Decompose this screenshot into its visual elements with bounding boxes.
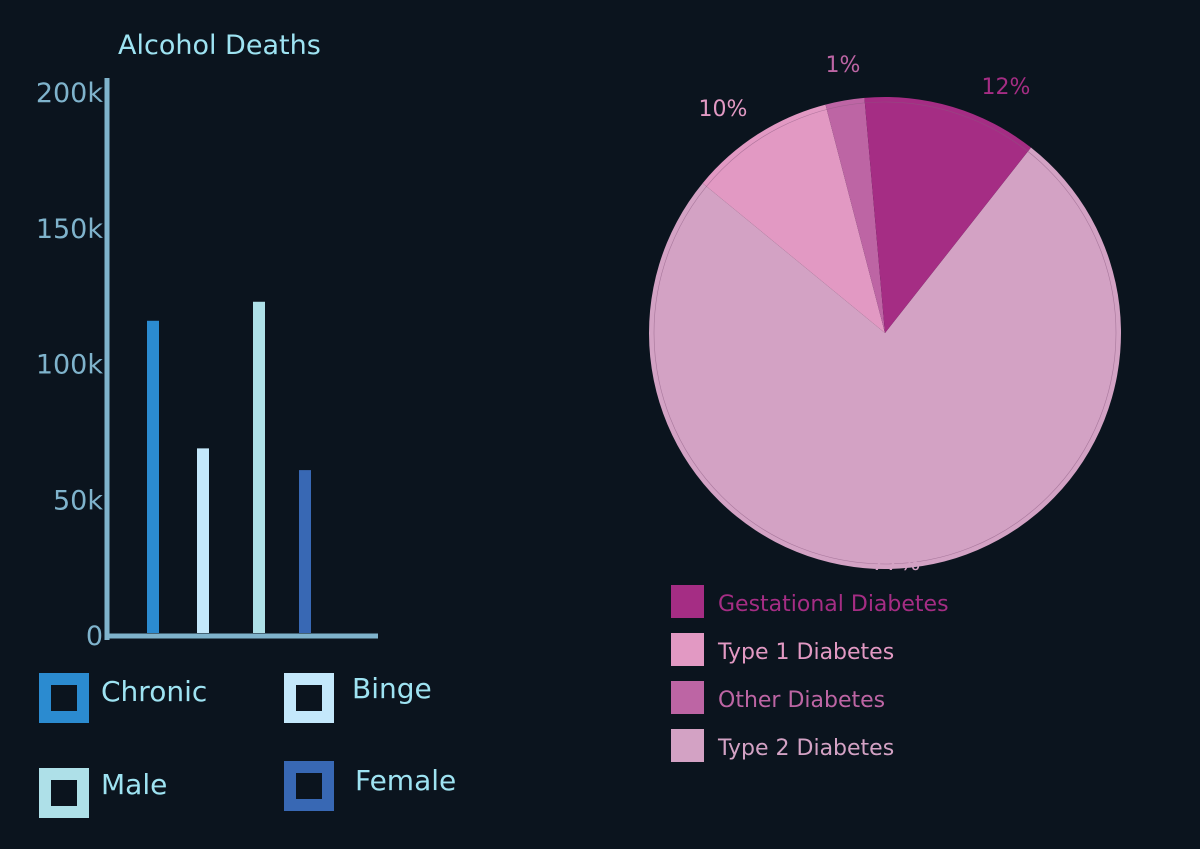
- pie-slice-gestational-diabetes: [864, 97, 1031, 333]
- legend-swatch: [39, 673, 89, 723]
- pie-percent-label: 77%: [872, 551, 921, 576]
- pie-percent-label: 10%: [699, 97, 748, 122]
- pie-slice-type-1-diabetes: [702, 104, 885, 333]
- bar-axes: [104, 78, 378, 640]
- bar-legend: Chronic Binge Male Female: [39, 672, 456, 818]
- legend-swatch: [671, 585, 704, 618]
- pie-percent-label: 12%: [982, 75, 1031, 100]
- pie-legend-item[interactable]: Other Diabetes: [671, 681, 885, 714]
- bars: [147, 301, 311, 633]
- legend-label: Male: [101, 768, 167, 801]
- legend-label: Type 1 Diabetes: [717, 640, 894, 665]
- pie-slice-other-diabetes: [825, 97, 885, 334]
- y-tick-label: 50k: [53, 485, 103, 516]
- pie-legend-item[interactable]: Gestational Diabetes: [671, 585, 949, 618]
- legend-swatch: [671, 729, 704, 762]
- legend-swatch: [671, 633, 704, 666]
- pie-inner-ring: [653, 101, 1117, 565]
- legend-label: Gestational Diabetes: [718, 592, 949, 617]
- pie-percent-label: 1%: [826, 53, 861, 78]
- bar-female: [299, 470, 311, 633]
- pie: [648, 97, 1121, 570]
- pie-slice-type-2-diabetes: [648, 147, 1121, 570]
- legend-label: Chronic: [101, 675, 207, 708]
- legend-item-male[interactable]: Male: [39, 768, 167, 818]
- y-tick-label: 0: [86, 621, 103, 652]
- legend-swatch: [671, 681, 704, 714]
- legend-label: Type 2 Diabetes: [717, 736, 894, 761]
- legend-item-binge[interactable]: Binge: [284, 672, 432, 723]
- legend-swatch: [39, 768, 89, 818]
- legend-swatch: [284, 761, 334, 811]
- bar-chronic: [147, 320, 159, 633]
- pie-labels: 77% 10% 1% 12%: [699, 53, 1031, 576]
- y-tick-label: 200k: [36, 78, 104, 109]
- y-tick-label: 150k: [36, 214, 104, 245]
- pie-legend-item[interactable]: Type 2 Diabetes: [671, 729, 894, 762]
- legend-label: Binge: [352, 672, 432, 705]
- legend-item-female[interactable]: Female: [284, 761, 456, 811]
- pie-legend-item[interactable]: Type 1 Diabetes: [671, 633, 894, 666]
- bar-binge: [197, 448, 209, 633]
- bar-chart-title: Alcohol Deaths: [118, 30, 321, 61]
- bar-y-ticks: 0 50k 100k 150k 200k: [36, 78, 104, 652]
- legend-swatch: [284, 673, 334, 723]
- legend-label: Female: [355, 764, 456, 797]
- legend-item-chronic[interactable]: Chronic: [39, 673, 207, 723]
- legend-label: Other Diabetes: [718, 688, 885, 713]
- y-tick-label: 100k: [36, 350, 104, 381]
- bar-male: [253, 301, 265, 633]
- pie-legend: Gestational Diabetes Type 1 Diabetes Other…: [671, 585, 949, 762]
